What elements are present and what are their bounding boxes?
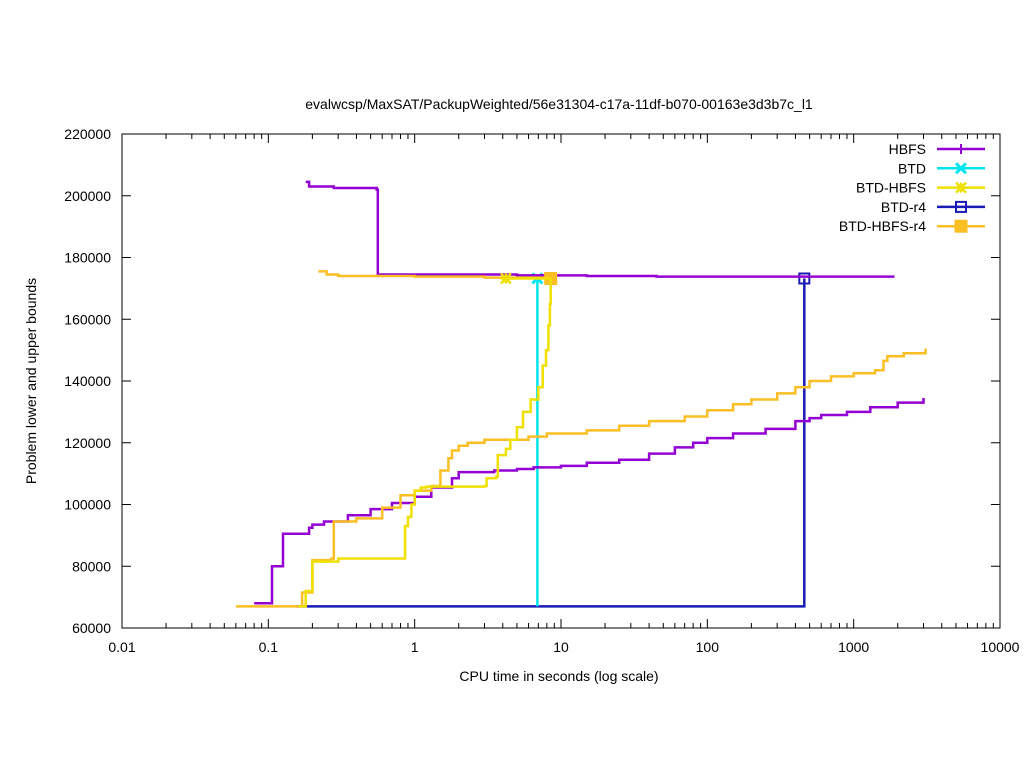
series-btd-hbfs-lower-bound [298, 278, 552, 608]
y-tick-label: 160000 [64, 311, 111, 327]
legend-marker [955, 200, 967, 213]
x-tick-label: 10 [553, 639, 569, 655]
x-tick-label: 1 [411, 639, 419, 655]
legend-item-btd-hbfs: BTD-HBFS [856, 180, 985, 196]
series-btd-hbfs-marker [499, 272, 512, 285]
legend-label: HBFS [889, 141, 926, 157]
x-axis-ticks: 0.01 0.1 1 10 100 1000 10000 [108, 134, 1020, 655]
y-tick-label: 120000 [64, 435, 111, 451]
legend-label: BTD-r4 [881, 199, 926, 215]
legend-label: BTD-HBFS [856, 180, 926, 196]
y-tick-label: 220000 [64, 126, 111, 142]
x-axis-label: CPU time in seconds (log scale) [459, 668, 658, 684]
x-tick-label: 1000 [838, 639, 869, 655]
x-tick-label: 10000 [981, 639, 1020, 655]
marker-stroke [955, 181, 967, 194]
marker-stroke [954, 219, 968, 233]
marker-stroke [499, 272, 512, 285]
x-tick-label: 100 [696, 639, 720, 655]
legend-marker [954, 162, 968, 175]
legend-label: BTD-HBFS-r4 [839, 218, 926, 234]
marker-stroke [954, 162, 968, 175]
legend-label: BTD [898, 160, 926, 176]
series-btd-hbfs-r4-lower-bound [235, 348, 927, 608]
y-tick-label: 140000 [64, 373, 111, 389]
legend-marker [956, 144, 966, 154]
series-btd-r4-marker [798, 272, 811, 285]
y-tick-label: 80000 [72, 558, 111, 574]
y-axis-label: Problem lower and upper bounds [23, 278, 39, 484]
plot-series [235, 180, 927, 608]
marker-stroke [955, 200, 967, 213]
legend: HBFS BTD BTD-HBFS BTD-r4 BTD-HBFS-r4 [839, 141, 985, 234]
legend-item-btd: BTD [898, 160, 985, 176]
legend-item-btd-hbfs-r4: BTD-HBFS-r4 [839, 218, 985, 234]
y-tick-label: 60000 [72, 620, 111, 636]
x-tick-label: 0.1 [259, 639, 279, 655]
x-tick-label: 0.01 [108, 639, 135, 655]
series-hbfs-upper-bound [305, 180, 895, 278]
series-hbfs [254, 180, 925, 605]
marker-stroke [798, 272, 811, 285]
y-tick-label: 200000 [64, 188, 111, 204]
y-tick-label: 180000 [64, 250, 111, 266]
y-tick-label: 100000 [64, 497, 111, 513]
series-hbfs-lower-bound [254, 398, 925, 605]
legend-marker [954, 219, 968, 233]
legend-marker [955, 181, 967, 194]
y-axis-ticks: 60000 80000 100000 120000 140000 160000 180000… [64, 126, 1000, 636]
series-btd-hbfs [298, 272, 552, 608]
chart-title: evalwcsp/MaxSAT/PackupWeighted/56e31304-… [305, 96, 813, 112]
legend-item-hbfs: HBFS [889, 141, 985, 157]
legend-item-btd-r4: BTD-r4 [881, 199, 985, 215]
